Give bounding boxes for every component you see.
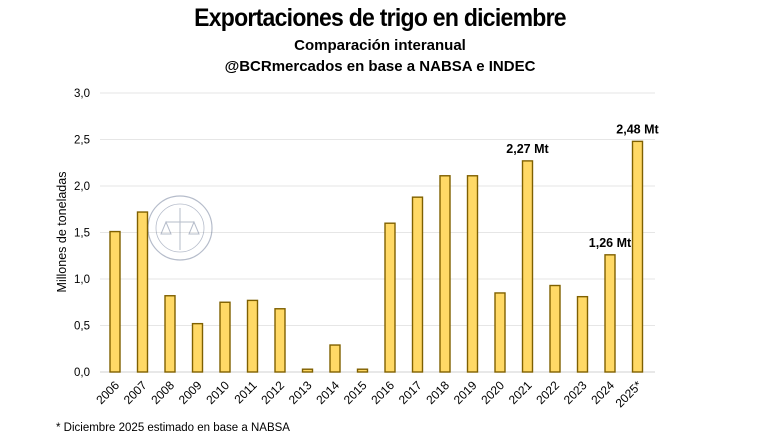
y-tick-label: 1,5 <box>74 228 90 240</box>
x-tick-label: 2014 <box>313 378 342 407</box>
x-tick-label: 2023 <box>561 378 590 407</box>
x-tick-label: 2013 <box>286 378 315 407</box>
bar-2008 <box>164 295 176 373</box>
y-tick-label: 0,5 <box>74 321 90 333</box>
x-tick-label: 2018 <box>423 378 452 407</box>
bar-2012 <box>274 308 286 373</box>
data-label: 2,27 Mt <box>506 142 549 156</box>
bar-2018 <box>439 175 451 373</box>
bar-2023 <box>576 295 589 373</box>
bar-2010 <box>219 301 231 373</box>
y-tick-label: 2,0 <box>74 181 90 193</box>
x-tick-label: 2024 <box>588 378 617 407</box>
chart-title: Exportaciones de trigo en diciembre <box>194 4 566 32</box>
bar-2020 <box>494 292 506 373</box>
bar-2024 <box>604 254 616 373</box>
bar-2021 <box>521 160 534 373</box>
chart-source-line: @BCRmercados en base a NABSA e INDEC <box>224 58 536 75</box>
x-tick-label: 2009 <box>176 378 205 407</box>
y-tick-label: 0,0 <box>74 367 90 379</box>
x-tick-label: 2010 <box>203 378 232 407</box>
bar-2013 <box>301 368 314 373</box>
x-tick-label: 2017 <box>396 378 425 407</box>
x-tick-label: 2015 <box>341 378 370 407</box>
bar-2025* <box>631 140 644 373</box>
x-tick-label: 2007 <box>121 378 150 407</box>
chart-subtitle: Comparación interanual <box>294 37 466 54</box>
x-tick-label: 2008 <box>148 378 177 407</box>
bar-2007 <box>136 211 149 373</box>
y-tick-label: 2,5 <box>74 135 90 147</box>
x-tick-label: 2025* <box>613 378 645 410</box>
y-tick-label: 1,0 <box>74 274 90 286</box>
bar-2015 <box>356 368 369 373</box>
y-axis-label: Millones de toneladas <box>55 172 69 293</box>
bar-2011 <box>246 299 259 373</box>
x-tick-label: 2016 <box>368 378 397 407</box>
x-tick-label: 2021 <box>506 378 535 407</box>
x-tick-label: 2012 <box>258 378 287 407</box>
x-tick-label: 2011 <box>231 378 259 406</box>
y-tick-label: 3,0 <box>74 88 90 100</box>
bcr-seal-watermark <box>147 195 213 261</box>
x-tick-label: 2019 <box>451 378 480 407</box>
data-label: 1,26 Mt <box>589 236 632 250</box>
x-tick-label: 2020 <box>478 378 507 407</box>
data-label: 2,48 Mt <box>616 122 659 136</box>
bar-2017 <box>411 196 424 373</box>
x-tick-label: 2006 <box>93 378 122 407</box>
bar-2019 <box>466 175 479 373</box>
bar-2006 <box>109 230 121 373</box>
bar-2009 <box>191 322 204 373</box>
x-tick-label: 2022 <box>533 378 562 407</box>
bar-2014 <box>329 344 341 373</box>
bar-2016 <box>384 222 396 373</box>
footnote: * Diciembre 2025 estimado en base a NABS… <box>56 422 290 434</box>
bar-2022 <box>549 284 561 373</box>
